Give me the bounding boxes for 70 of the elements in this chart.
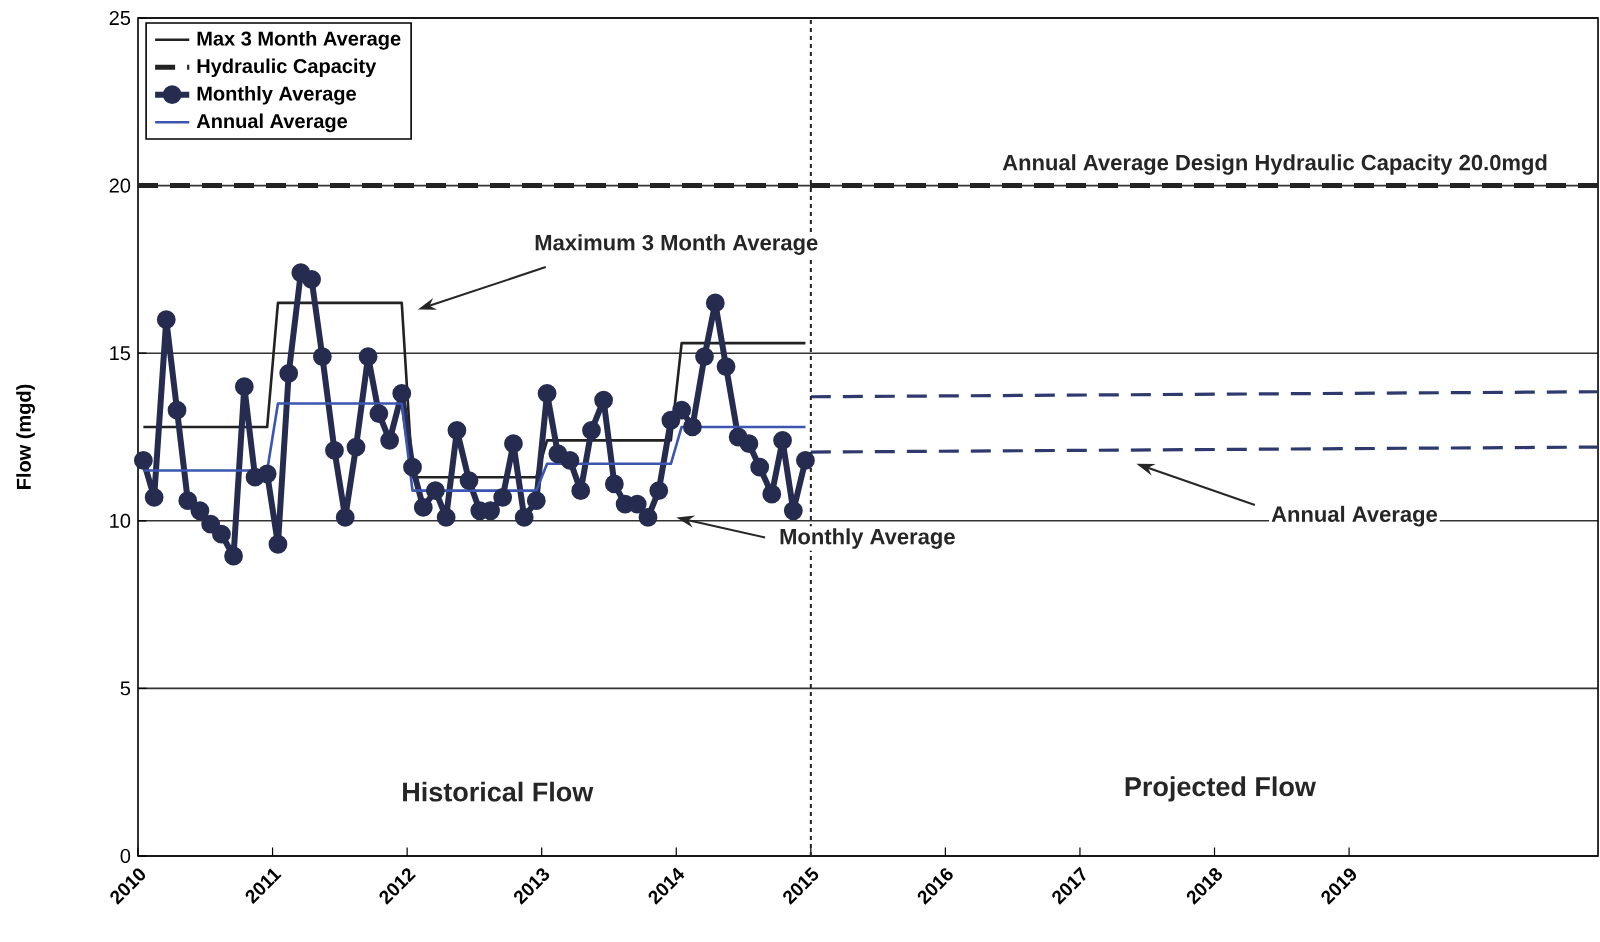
point [571, 481, 591, 501]
annotation: Projected Flow [1125, 776, 1316, 802]
point [436, 508, 456, 527]
point [257, 464, 277, 484]
point [560, 451, 580, 470]
point [638, 508, 658, 527]
point [739, 434, 759, 454]
point [201, 514, 221, 534]
y-tick-label: 15 [110, 346, 131, 361]
point [594, 390, 613, 410]
annotation: Maximum 3 Month Average [535, 234, 818, 255]
point [358, 347, 378, 366]
point [413, 497, 433, 517]
point [392, 384, 412, 403]
point [403, 457, 422, 477]
point [773, 430, 792, 450]
y-axis-title: Flow (mgd) [16, 384, 35, 489]
y-tick-label: 5 [120, 681, 131, 696]
point [447, 420, 467, 440]
point [649, 481, 669, 501]
point [582, 420, 601, 440]
point [212, 524, 231, 544]
point [716, 357, 736, 376]
point [312, 347, 332, 366]
point [178, 491, 198, 511]
point [156, 310, 176, 330]
annotation: Annual Average Design Hydraulic Capacity 20.0mgd [1002, 154, 1547, 175]
point [796, 451, 815, 470]
annotation: Monthly Average [780, 528, 955, 549]
point [548, 444, 568, 464]
legend-label: Monthly Average [197, 85, 356, 105]
y-tick-label: 0 [120, 848, 131, 864]
point [133, 451, 153, 470]
point [705, 293, 725, 313]
point [672, 400, 692, 420]
point [526, 491, 546, 511]
point [514, 508, 534, 527]
point [604, 474, 624, 494]
point [683, 417, 702, 437]
point [335, 508, 355, 527]
legend-label: Hydraulic Capacity [197, 58, 377, 78]
y-tick-label: 25 [109, 10, 131, 26]
annotation: Annual Average [1271, 505, 1438, 527]
point [661, 410, 681, 430]
annotation: Historical Flow [403, 781, 594, 802]
point [279, 363, 299, 383]
point [234, 377, 254, 397]
point [380, 430, 400, 450]
point [369, 404, 389, 423]
point [190, 501, 210, 521]
point [224, 546, 243, 566]
point [537, 384, 557, 403]
y-tick-label: 10 [110, 513, 131, 528]
point [325, 441, 344, 460]
point [425, 481, 445, 501]
point [750, 457, 770, 477]
point [783, 501, 803, 521]
point [268, 534, 288, 554]
point [493, 487, 513, 507]
point [302, 270, 321, 289]
point [695, 347, 714, 366]
point [459, 471, 479, 490]
y-tick-label: 20 [109, 178, 131, 193]
point [144, 487, 164, 507]
point [167, 400, 187, 420]
point [762, 484, 782, 504]
point [504, 434, 523, 454]
point [346, 437, 366, 457]
legend-label: Max 3 Month Average [197, 30, 401, 50]
legend-label: Annual Average [196, 113, 348, 133]
